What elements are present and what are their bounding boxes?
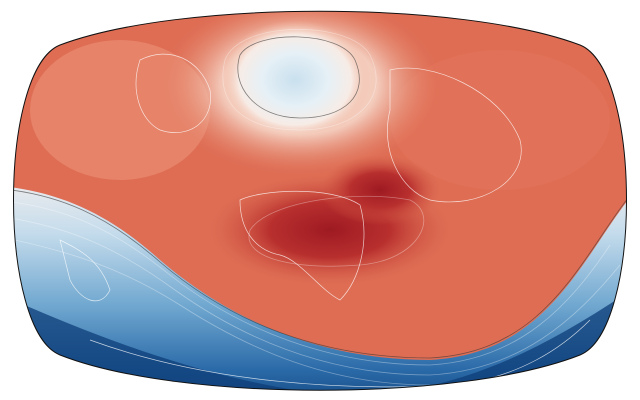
map-outline bbox=[13, 10, 627, 391]
cold-pole bbox=[220, 20, 370, 140]
hot-region bbox=[320, 155, 440, 225]
contours bbox=[13, 28, 621, 386]
warm-region bbox=[390, 50, 610, 190]
zero-contour bbox=[13, 36, 627, 359]
